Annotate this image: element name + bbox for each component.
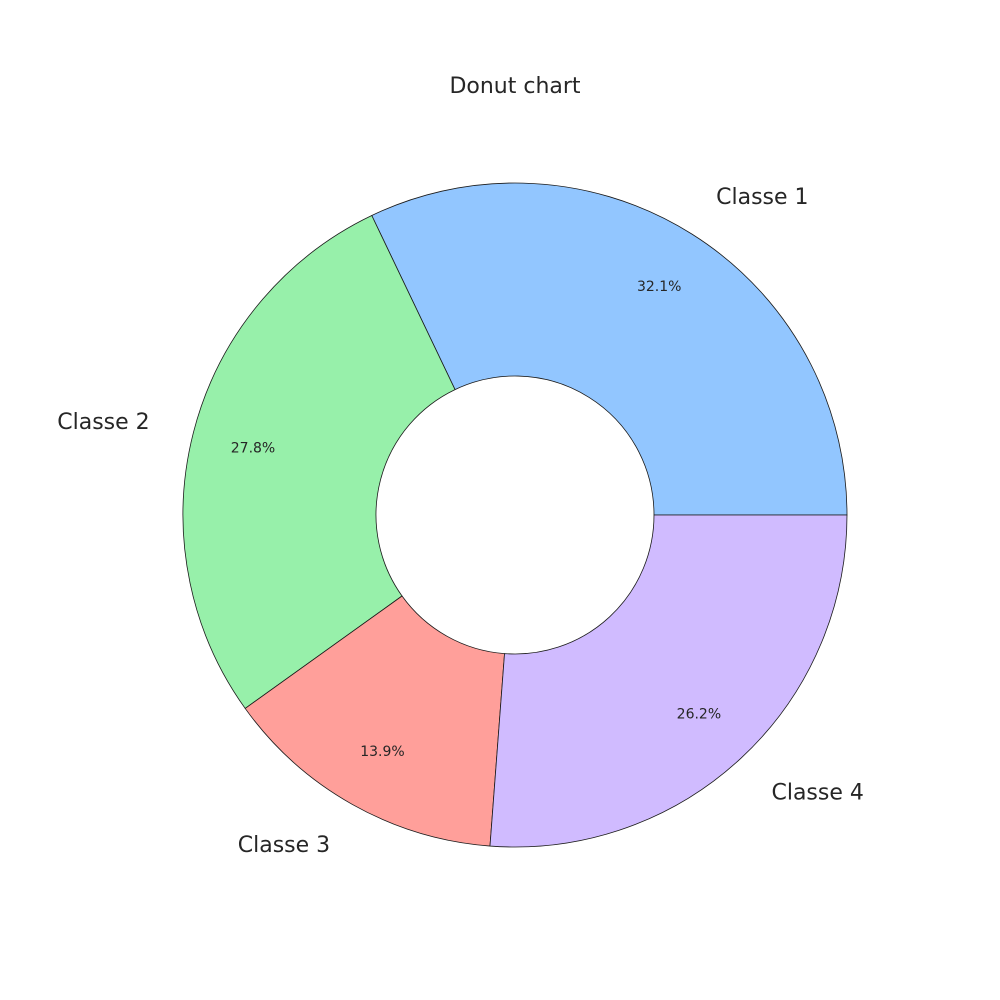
category-label-3: Classe 3 <box>238 833 330 858</box>
category-label-2: Classe 2 <box>57 410 149 435</box>
percent-label-3: 13.9% <box>360 744 404 760</box>
category-label-4: Classe 4 <box>771 781 863 806</box>
slice-4 <box>489 514 848 848</box>
slice-2 <box>182 214 456 710</box>
slice-3 <box>244 595 505 847</box>
slice-1 <box>371 182 848 516</box>
percent-label-4: 26.2% <box>677 706 721 722</box>
chart-title: Donut chart <box>449 74 580 99</box>
percent-label-1: 32.1% <box>637 279 681 295</box>
percent-label-2: 27.8% <box>231 441 275 457</box>
labels-group: 32.1% Classe 1 27.8% Classe 2 13.9% Classe 3 2… <box>57 185 864 858</box>
category-label-1: Classe 1 <box>716 185 808 210</box>
slices-group <box>182 182 848 848</box>
